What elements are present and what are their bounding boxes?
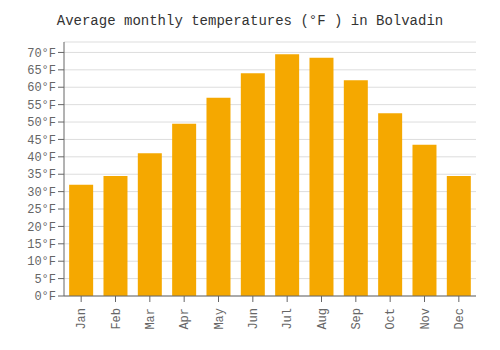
svg-text:Oct: Oct [384, 308, 398, 330]
svg-text:45°F: 45°F [27, 134, 56, 148]
svg-text:35°F: 35°F [27, 168, 56, 182]
svg-text:10°F: 10°F [27, 255, 56, 269]
svg-text:70°F: 70°F [27, 47, 56, 61]
svg-text:5°F: 5°F [34, 273, 56, 287]
svg-text:65°F: 65°F [27, 64, 56, 78]
svg-text:60°F: 60°F [27, 81, 56, 95]
svg-text:55°F: 55°F [27, 99, 56, 113]
svg-text:20°F: 20°F [27, 221, 56, 235]
svg-text:Apr: Apr [178, 308, 192, 330]
svg-text:Feb: Feb [110, 308, 124, 330]
svg-text:40°F: 40°F [27, 151, 56, 165]
svg-text:Jun: Jun [247, 308, 261, 330]
svg-text:May: May [213, 308, 227, 330]
svg-text:Dec: Dec [453, 308, 467, 330]
svg-text:25°F: 25°F [27, 203, 56, 217]
svg-text:Aug: Aug [316, 308, 330, 330]
svg-text:Mar: Mar [144, 308, 158, 330]
html-text:Average monthly temperatures (: Average monthly temperatures (°F ) in Bo… [56, 13, 444, 29]
svg-text:50°F: 50°F [27, 116, 56, 130]
svg-text:0°F: 0°F [34, 290, 56, 304]
svg-text:Sep: Sep [350, 308, 364, 330]
svg-text:15°F: 15°F [27, 238, 56, 252]
svg-text:30°F: 30°F [27, 186, 56, 200]
svg-text:Jan: Jan [75, 308, 89, 330]
svg-text:Jul: Jul [281, 308, 295, 330]
svg-text:Nov: Nov [419, 308, 433, 330]
